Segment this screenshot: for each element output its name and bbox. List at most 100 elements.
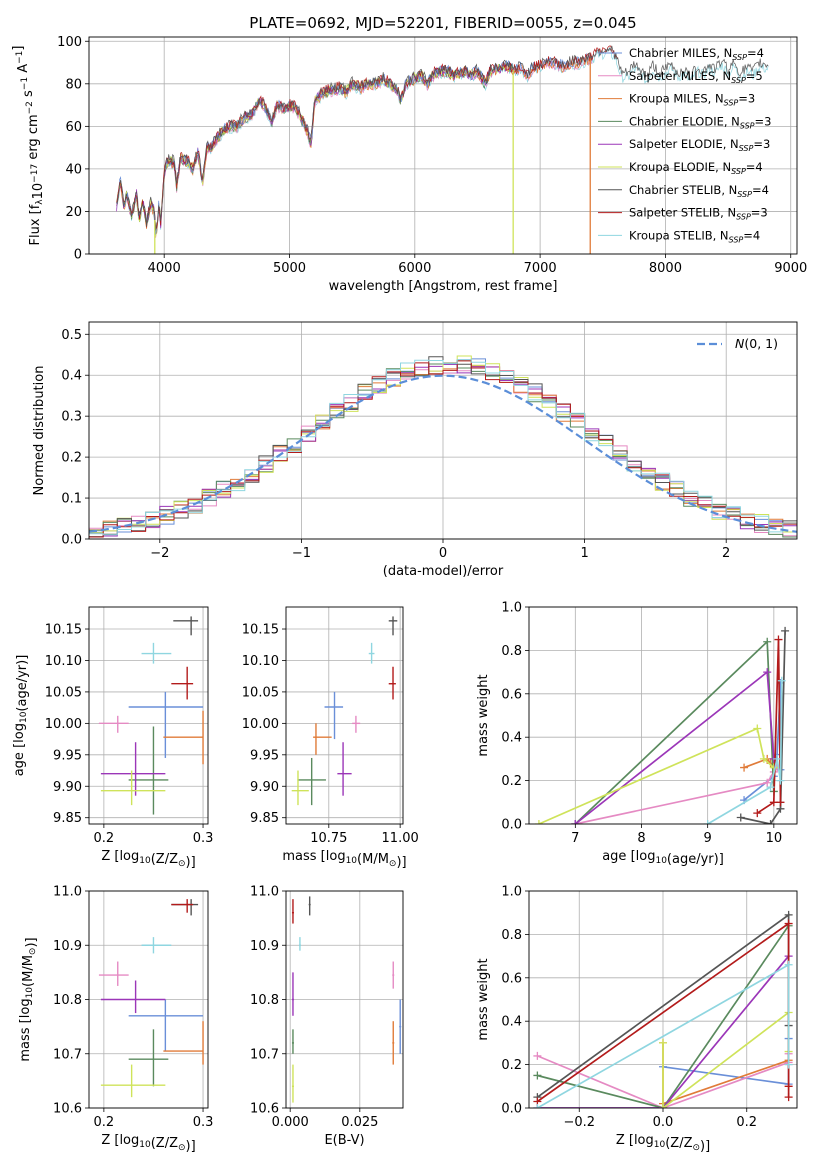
legend-entry: Chabrier ELODIE, NSSP=3 bbox=[629, 114, 771, 130]
x-tick-label: 8 bbox=[637, 831, 645, 846]
mass-vs-z-panel: 0.2 0.3 10.6 10.7 10.8 10.9 11.0 Z [log10(Z/Z⊙)… bbox=[18, 885, 213, 1155]
x-axis-label: (data-model)/error bbox=[383, 564, 504, 579]
errorbar-kroupa-stelib bbox=[298, 937, 301, 951]
weight-marker bbox=[659, 1038, 667, 1047]
weight-marker bbox=[703, 820, 712, 824]
errorbar-kroupa-elodie bbox=[291, 1064, 294, 1103]
weight-line bbox=[740, 630, 786, 824]
weight-series-kroupa-elodie bbox=[534, 724, 778, 824]
axes-frame bbox=[88, 890, 209, 1109]
y-tick-label: 1.0 bbox=[501, 885, 522, 900]
y-tick-label: 11.0 bbox=[53, 885, 82, 900]
y-tick-label: 10.7 bbox=[250, 1047, 279, 1062]
y-tick-label: 9.85 bbox=[53, 811, 82, 826]
y-tick-label: 10.00 bbox=[45, 717, 82, 732]
weight-series-chabrier-stelib bbox=[736, 626, 790, 824]
axes-frame bbox=[285, 606, 404, 825]
weight-marker bbox=[784, 1093, 793, 1102]
y-tick-label: 10.00 bbox=[242, 717, 279, 732]
weight-marker bbox=[784, 910, 793, 919]
errorbar-kroupa-elodie bbox=[100, 1064, 166, 1098]
legend-entry: Kroupa ELODIE, NSSP=4 bbox=[629, 160, 763, 176]
grid bbox=[529, 606, 797, 825]
x-tick-label: 4000 bbox=[148, 261, 181, 276]
errorbar-chabrier-stelib bbox=[388, 616, 398, 636]
y-tick-label: 1.0 bbox=[501, 601, 522, 616]
errorbar-chabrier-stelib bbox=[173, 616, 199, 636]
x-tick-label: −1 bbox=[292, 546, 311, 561]
x-axis-label: wavelength [Angstrom, rest frame] bbox=[329, 279, 558, 294]
y-tick-label: 0.4 bbox=[501, 731, 522, 746]
x-tick-label: 8000 bbox=[649, 261, 682, 276]
y-axis-label: Flux [fλ10−17 erg cm−2 s−1 A−1] bbox=[11, 46, 46, 246]
y-axis-label: age [log10(age/yr)] bbox=[12, 655, 30, 777]
y-tick-label: 10.15 bbox=[45, 623, 82, 638]
y-tick-label: 10.9 bbox=[53, 939, 82, 954]
weight-line bbox=[662, 1010, 790, 1108]
legend-entry: Salpeter MILES, NSSP=5 bbox=[629, 69, 763, 85]
y-tick-label: 10.05 bbox=[45, 685, 82, 700]
y-tick-label: 0 bbox=[74, 248, 82, 263]
y-tick-label: 0.0 bbox=[61, 533, 82, 548]
y-tick-label: 10.05 bbox=[242, 685, 279, 700]
x-tick-label: 7000 bbox=[524, 261, 557, 276]
weight-series-kroupa-elodie bbox=[659, 1008, 793, 1108]
y-axis-label: mass [log10(M/M⊙)] bbox=[18, 937, 39, 1061]
y-tick-label: 0.3 bbox=[61, 410, 82, 425]
weight-marker bbox=[753, 724, 762, 733]
x-tick-label: 0.2 bbox=[94, 831, 115, 846]
weight-marker bbox=[533, 1051, 542, 1060]
errorbar-chabrier-elodie bbox=[128, 1029, 169, 1087]
weight-marker bbox=[774, 635, 783, 644]
x-tick-label: 6000 bbox=[398, 261, 431, 276]
y-tick-label: 10.6 bbox=[250, 1102, 279, 1117]
legend-entry: N(0, 1) bbox=[735, 336, 778, 351]
weight-marker bbox=[781, 626, 790, 635]
errorbar-chabrier-elodie bbox=[291, 1029, 294, 1054]
plot-area bbox=[89, 355, 797, 538]
axes-frame bbox=[88, 606, 209, 825]
errorbar-chabrier-miles bbox=[128, 999, 204, 1052]
errorbar-chabrier-stelib bbox=[308, 896, 311, 916]
y-tick-label: 0.0 bbox=[501, 818, 522, 833]
plot-area bbox=[533, 910, 793, 1108]
weight-marker bbox=[784, 919, 793, 928]
spectrum-legend: Chabrier MILES, NSSP=4 Salpeter MILES, NS… bbox=[598, 46, 771, 244]
axes-frame bbox=[285, 890, 404, 1109]
axes-frame bbox=[528, 890, 798, 1109]
errorbar-salpeter-stelib bbox=[171, 899, 194, 913]
errorbar-salpeter-miles bbox=[352, 715, 361, 733]
errorbar-salpeter-stelib bbox=[291, 899, 294, 924]
weight-series-chabrier-miles bbox=[659, 1034, 793, 1089]
y-tick-label: 0.4 bbox=[501, 1015, 522, 1030]
y-tick-label: 20 bbox=[65, 205, 82, 220]
errorbar-chabrier-miles bbox=[128, 691, 204, 758]
normal-curve bbox=[89, 374, 797, 533]
x-tick-label: 0.025 bbox=[341, 1115, 378, 1130]
y-tick-label: 0.5 bbox=[61, 328, 82, 343]
y-tick-label: 80 bbox=[65, 77, 82, 92]
weight-marker bbox=[736, 813, 745, 822]
errorbar-chabrier-stelib bbox=[171, 899, 199, 916]
y-tick-label: 9.90 bbox=[250, 780, 279, 795]
y-tick-label: 0.2 bbox=[501, 774, 522, 789]
weight-marker bbox=[784, 1082, 793, 1091]
weight-marker bbox=[533, 1104, 542, 1108]
errorbar-chabrier-elodie bbox=[128, 726, 169, 815]
x-tick-label: 0.2 bbox=[736, 1115, 757, 1130]
axes-frame bbox=[528, 606, 798, 825]
x-axis-label: Z [log10(Z/Z⊙)] bbox=[101, 1133, 195, 1154]
errorbar-kroupa-miles bbox=[313, 723, 332, 755]
histogram-legend: N(0, 1) bbox=[697, 336, 778, 351]
errorbar-kroupa-miles bbox=[392, 1021, 395, 1065]
x-tick-label: 10 bbox=[766, 831, 783, 846]
errorbar-kroupa-elodie bbox=[100, 770, 166, 806]
errorbar-salpeter-miles bbox=[98, 961, 129, 986]
y-tick-label: 40 bbox=[65, 162, 82, 177]
weight-marker bbox=[571, 820, 580, 824]
weight-line bbox=[662, 1038, 790, 1086]
y-tick-label: 0.4 bbox=[61, 369, 82, 384]
age-vs-mass-panel: 10.75 11.00 9.85 9.90 9.95 10.00 10.05 10.10 10.… bbox=[242, 606, 419, 870]
x-tick-label: 7 bbox=[571, 831, 579, 846]
x-tick-label: 9000 bbox=[774, 261, 807, 276]
